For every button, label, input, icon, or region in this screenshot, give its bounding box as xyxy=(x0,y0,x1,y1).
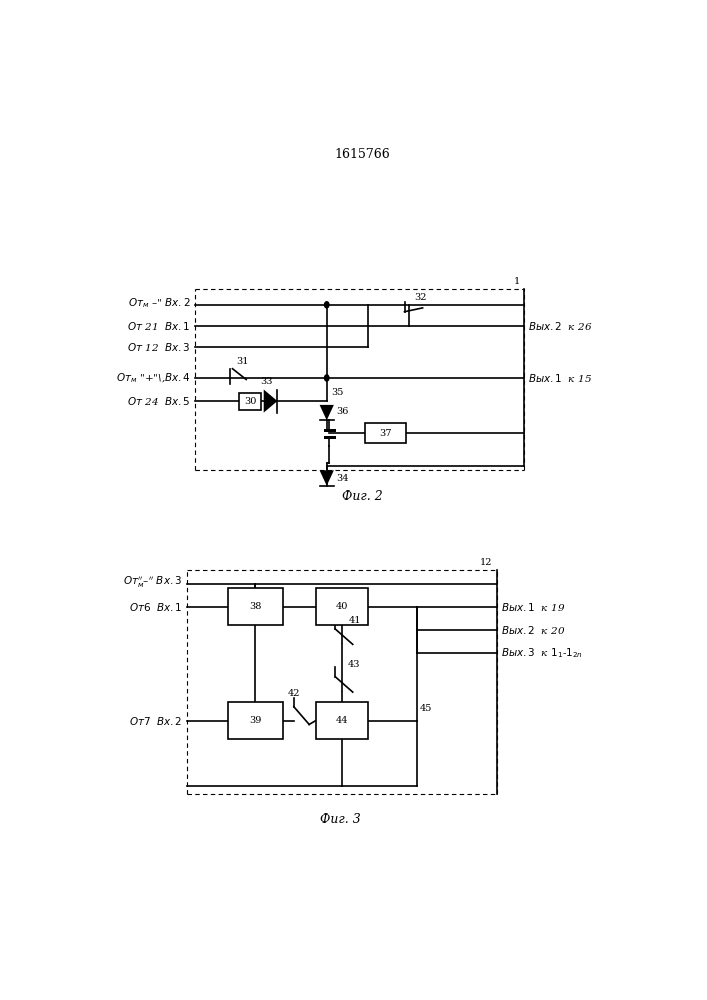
Text: Фиг. 2: Фиг. 2 xyxy=(342,490,382,503)
Text: 1615766: 1615766 xyxy=(334,148,390,161)
Text: 30: 30 xyxy=(244,397,256,406)
Text: 33: 33 xyxy=(260,377,273,386)
Text: 43: 43 xyxy=(347,660,360,669)
Text: $Вых.2$  к 26: $Вых.2$ к 26 xyxy=(528,320,592,332)
Text: $От$ 24  $Вх.5$: $От$ 24 $Вх.5$ xyxy=(127,395,191,407)
Text: 12: 12 xyxy=(479,558,492,567)
Text: $От_м$ –" $Вх.2$: $От_м$ –" $Вх.2$ xyxy=(128,296,191,310)
Text: $От$ 12  $Вх.3$: $От$ 12 $Вх.3$ xyxy=(127,341,191,353)
Polygon shape xyxy=(320,470,334,486)
Text: 36: 36 xyxy=(337,407,349,416)
Text: 41: 41 xyxy=(349,616,361,625)
Text: 35: 35 xyxy=(331,388,344,397)
Text: Фиг. 3: Фиг. 3 xyxy=(320,813,361,826)
Bar xyxy=(228,588,283,625)
Text: $Вых.3$  к $1_1$-$1_{2n}$: $Вых.3$ к $1_1$-$1_{2n}$ xyxy=(501,646,583,660)
Text: 39: 39 xyxy=(250,716,262,725)
Text: $От6$  $Вх.1$: $От6$ $Вх.1$ xyxy=(129,601,182,613)
Text: 1: 1 xyxy=(513,277,520,286)
Text: 31: 31 xyxy=(236,357,249,366)
Text: 44: 44 xyxy=(336,716,348,725)
Bar xyxy=(228,702,283,739)
Text: 37: 37 xyxy=(380,429,392,438)
Text: 40: 40 xyxy=(336,602,348,611)
Text: 34: 34 xyxy=(337,474,349,483)
Polygon shape xyxy=(264,389,277,413)
Text: $От_м$ "+"\,$Вх.4$: $От_м$ "+"\,$Вх.4$ xyxy=(116,371,191,385)
Bar xyxy=(239,393,261,410)
Text: 38: 38 xyxy=(250,602,262,611)
Text: $Вых.1$  к 19: $Вых.1$ к 19 xyxy=(501,601,566,613)
Circle shape xyxy=(325,302,329,308)
Circle shape xyxy=(325,375,329,381)
Text: $Вых.1$  к 15: $Вых.1$ к 15 xyxy=(528,372,592,384)
Bar xyxy=(365,423,406,443)
Text: $Вых.2$  к 20: $Вых.2$ к 20 xyxy=(501,624,566,636)
Text: $От_м^{\prime\prime}–^{\prime\prime}$ $Вх.3$: $От_м^{\prime\prime}–^{\prime\prime}$ $В… xyxy=(124,574,182,590)
Text: $От7$  $Вх.2$: $От7$ $Вх.2$ xyxy=(129,715,182,727)
Polygon shape xyxy=(320,405,334,420)
Text: 42: 42 xyxy=(288,688,300,698)
Bar xyxy=(316,588,368,625)
Text: 32: 32 xyxy=(414,293,427,302)
Bar xyxy=(316,702,368,739)
Text: 45: 45 xyxy=(420,704,432,713)
Text: $От$ 21  $Вх.1$: $От$ 21 $Вх.1$ xyxy=(127,320,191,332)
